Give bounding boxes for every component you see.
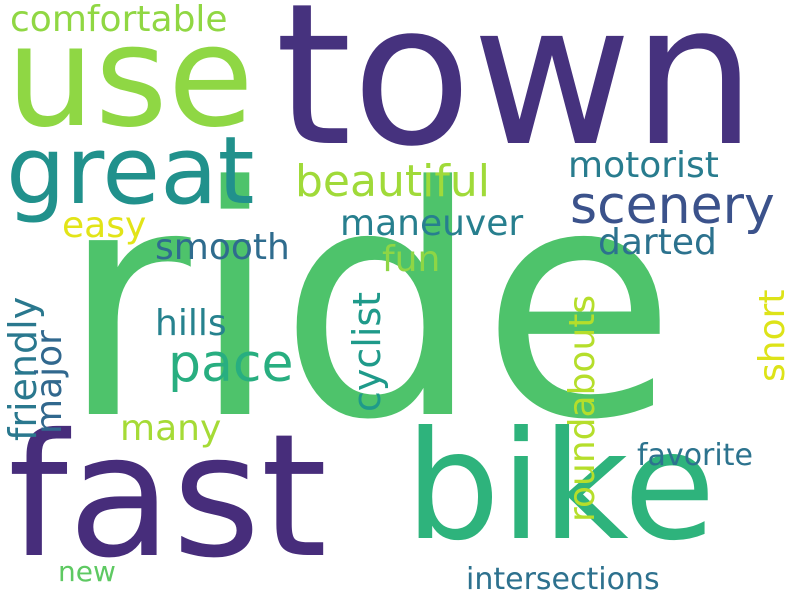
word-beautiful: beautiful [295, 156, 490, 207]
word-comfortable: comfortable [10, 0, 228, 40]
word-easy: easy [62, 205, 147, 246]
word-smooth: smooth [155, 227, 290, 268]
word-fun: fun [382, 239, 441, 280]
word-use: use [6, 0, 254, 159]
word-great: great [6, 117, 255, 226]
word-hills: hills [155, 303, 227, 344]
word-maneuver: maneuver [340, 203, 524, 244]
word-fast: fast [8, 398, 328, 596]
word-new: new [58, 555, 116, 588]
word-town: town [275, 0, 757, 190]
word-intersections: intersections [466, 562, 660, 597]
word-pace: pace [168, 334, 294, 394]
word-bike: bike [405, 400, 716, 574]
word-many: many [120, 408, 222, 449]
word-roundabouts: roundabouts [562, 294, 603, 522]
word-scenery: scenery [570, 176, 775, 236]
word-short: short [752, 289, 793, 382]
word-motorist: motorist [568, 145, 719, 186]
word-major: major [29, 330, 70, 434]
word-darted: darted [598, 222, 717, 263]
word-favorite: favorite [637, 438, 753, 473]
word-ride: ride [60, 119, 677, 489]
word-cyclist: cyclist [345, 291, 389, 412]
